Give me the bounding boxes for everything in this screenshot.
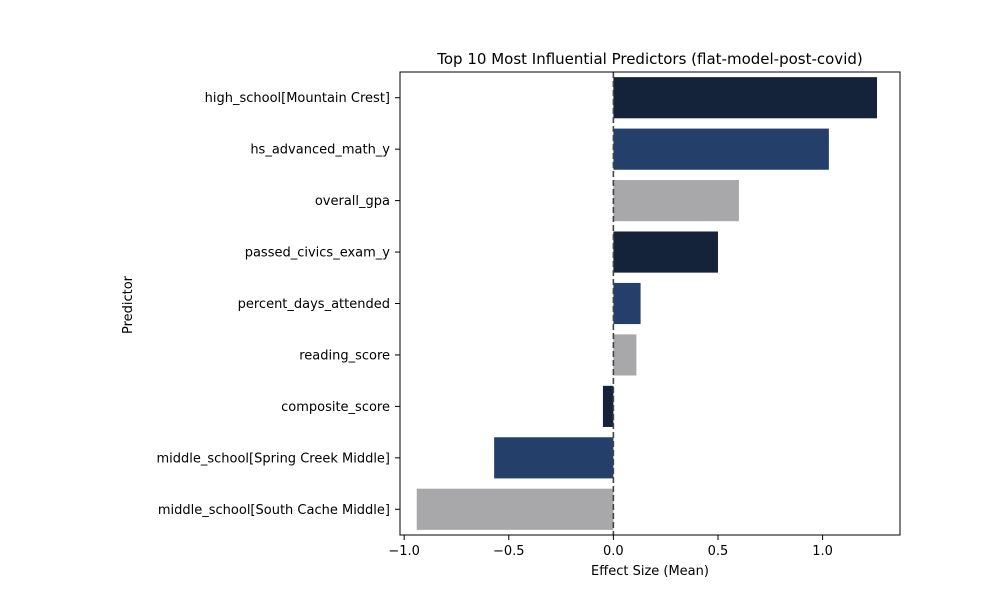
y-tick-label: percent_days_attended	[238, 297, 390, 312]
y-tick-label: overall_gpa	[315, 194, 390, 209]
bar	[613, 180, 739, 222]
y-tick-label: reading_score	[299, 348, 390, 363]
y-tick-label: passed_civics_exam_y	[245, 246, 391, 261]
chart-title: Top 10 Most Influential Predictors (flat…	[436, 50, 862, 68]
bar	[613, 334, 637, 376]
x-tick-label: −0.5	[493, 544, 525, 559]
y-tick-label: middle_school[South Cache Middle]	[158, 503, 390, 518]
x-axis-label: Effect Size (Mean)	[591, 564, 709, 579]
y-tick-label: high_school[Mountain Crest]	[205, 91, 390, 106]
y-tick-label: composite_score	[281, 400, 390, 415]
bar	[613, 282, 641, 325]
x-tick-label: 1.0	[812, 544, 833, 559]
bar	[602, 385, 614, 427]
plot-frame	[399, 71, 901, 536]
x-tick-label: 0.5	[708, 544, 729, 559]
bar	[613, 231, 718, 273]
bar	[416, 488, 614, 530]
bar	[494, 437, 614, 479]
x-tick-label: −1.0	[388, 544, 420, 559]
y-tick-label: middle_school[Spring Creek Middle]	[156, 451, 390, 466]
y-tick-label: hs_advanced_math_y	[250, 143, 390, 158]
plot-area: high_school[Mountain Crest] hs_advanced_m…	[156, 71, 901, 559]
y-axis-label: Predictor	[121, 275, 136, 334]
bar	[613, 128, 829, 170]
x-tick-label: 0.0	[603, 544, 624, 559]
bar	[613, 77, 877, 119]
